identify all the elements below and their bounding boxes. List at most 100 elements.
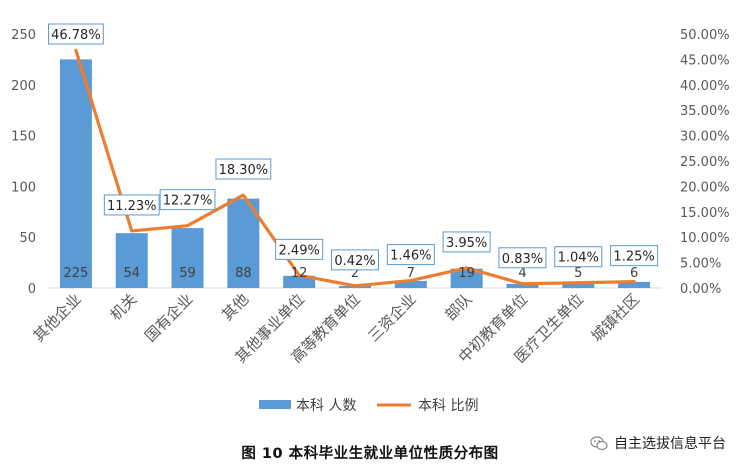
bar-series (59, 59, 651, 289)
bar (618, 281, 651, 288)
legend: 本科 人数 本科 比例 (259, 398, 478, 414)
x-category-label: 三资企业 (364, 290, 419, 345)
line-point (409, 279, 413, 283)
percent-callout-box (610, 245, 659, 267)
figure-caption: 图 10 本科毕业生就业单位性质分布图 (241, 446, 499, 462)
percent-label: 12.27% (163, 194, 213, 209)
percent-label: 46.78% (51, 28, 101, 43)
y-left-tick-label: 200 (11, 79, 36, 94)
bar-value-label: 4 (518, 266, 526, 281)
bar (394, 280, 427, 288)
bar (59, 59, 92, 289)
percent-callout-box (48, 23, 104, 45)
percent-label: 1.46% (390, 249, 431, 264)
line-point (241, 193, 245, 197)
legend-line-label: 本科 比例 (418, 398, 478, 414)
percent-label: 3.95% (446, 236, 487, 251)
percent-callout-box (442, 231, 491, 253)
bar (562, 282, 595, 288)
line-point (576, 281, 580, 285)
wechat-icon (590, 435, 608, 450)
y-right-tick-label: 30.00% (680, 130, 730, 145)
x-category-label: 国有企业 (141, 290, 196, 345)
percent-callout: 1.46% (386, 244, 435, 266)
y-right-tick-label: 20.00% (680, 180, 730, 195)
percent-callout: 0.42% (331, 249, 379, 271)
percent-label: 2.49% (279, 243, 320, 258)
percent-callout-box (103, 194, 160, 216)
percent-callout-box (275, 238, 324, 260)
percent-label: 0.42% (334, 254, 375, 269)
percent-label: 0.83% (502, 252, 543, 267)
percent-callout-box (386, 244, 435, 266)
percent-callout-box (498, 247, 547, 269)
bar (506, 283, 539, 288)
y-left-tick-label: 150 (11, 130, 36, 145)
percent-label: 1.25% (613, 250, 654, 265)
line-point (130, 229, 134, 233)
y-left-tick-label: 50 (19, 231, 36, 246)
line-point (186, 224, 190, 228)
percent-callout-box (159, 189, 216, 211)
y-left-tick-label: 250 (11, 28, 36, 43)
bar-value-label: 12 (291, 266, 308, 281)
percent-callout: 11.23% (103, 194, 160, 216)
bar-value-label: 5 (574, 266, 582, 281)
x-category-label: 其他 (218, 290, 252, 324)
data-labels: 225 54 59 88 12 2 7 19 4 5 6 46.78% 11.23% 12.27% 18.3… (48, 23, 659, 281)
x-category-label: 其他企业 (30, 290, 85, 345)
y-right-tick-label: 50.00% (680, 28, 730, 43)
y-left-tick-label: 100 (11, 180, 36, 195)
percent-label: 11.23% (107, 199, 157, 214)
y-left-tick-label: 0 (28, 282, 36, 297)
line-point (297, 273, 301, 277)
y-right-tick-label: 15.00% (680, 206, 730, 221)
y-right-tick-label: 0.00% (680, 282, 721, 297)
line-series (74, 48, 636, 288)
line-point (632, 280, 636, 284)
bar (450, 268, 483, 288)
line-point (520, 282, 524, 286)
bar (283, 275, 316, 288)
bar-value-label: 59 (179, 266, 196, 281)
bar (227, 198, 260, 288)
percent-callout-box (215, 158, 272, 180)
percent-callout: 1.04% (554, 246, 603, 268)
bar-value-label: 88 (235, 266, 252, 281)
legend-bar-label: 本科 人数 (296, 398, 356, 414)
percent-callout: 1.25% (610, 245, 659, 267)
bar-value-label: 54 (123, 266, 140, 281)
percent-callout-box (554, 246, 603, 268)
bar-value-label: 2 (351, 266, 359, 281)
percent-label: 18.30% (219, 163, 269, 178)
percent-callout: 46.78% (48, 23, 104, 45)
y-right-tick-label: 10.00% (680, 231, 730, 246)
percent-label: 1.04% (558, 251, 599, 266)
percent-callout: 3.95% (442, 231, 491, 253)
percent-callout: 0.83% (498, 247, 547, 269)
line-point (353, 284, 357, 288)
percent-callout: 18.30% (215, 158, 272, 180)
y-right-tick-label: 25.00% (680, 155, 730, 170)
bar (115, 233, 148, 288)
x-category-label: 机关 (107, 290, 141, 324)
watermark: 自主选拔信息平台 (590, 433, 726, 453)
y-right-tick-label: 45.00% (680, 53, 730, 68)
bar (171, 228, 204, 288)
y-right-tick-label: 35.00% (680, 104, 730, 119)
y-right-tick-label: 40.00% (680, 79, 730, 94)
bar-value-label: 6 (630, 266, 638, 281)
x-category-label: 部队 (442, 290, 476, 324)
percent-callout: 2.49% (275, 238, 324, 260)
watermark-text: 自主选拔信息平台 (614, 436, 726, 452)
line-point (74, 48, 78, 52)
percent-callout-box (331, 249, 379, 271)
percent-callout: 12.27% (159, 189, 216, 211)
x-category-label: 城镇社区 (588, 290, 643, 345)
legend-bar-swatch (259, 400, 291, 409)
line-point (465, 266, 469, 270)
y-right-tick-label: 5.00% (680, 257, 721, 272)
bar-value-label: 19 (458, 266, 475, 281)
bar-value-label: 225 (63, 266, 88, 281)
bar-value-label: 7 (407, 266, 415, 281)
